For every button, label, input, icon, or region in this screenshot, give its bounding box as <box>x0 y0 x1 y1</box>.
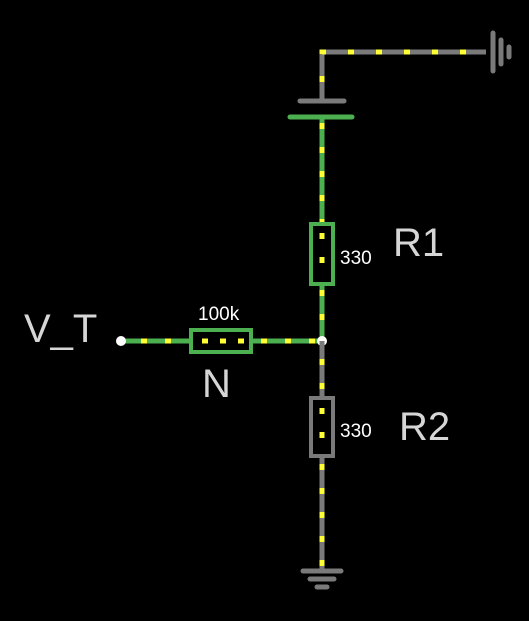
r2-name-label: R2 <box>399 405 450 449</box>
resistor-r2[interactable] <box>309 396 335 458</box>
resistor-r1[interactable] <box>309 222 335 286</box>
resistor-n[interactable] <box>189 328 253 354</box>
input-label: V_T <box>24 307 97 351</box>
input-terminal[interactable] <box>116 336 126 346</box>
ground-icon-top-right <box>490 30 512 74</box>
n-name-label: N <box>202 362 231 406</box>
wire-top <box>319 49 486 100</box>
battery-icon <box>287 98 355 120</box>
r1-name-label: R1 <box>393 221 444 265</box>
n-value-label: 100k <box>198 304 240 325</box>
r1-value-label: 330 <box>340 248 372 269</box>
ground-icon-bottom <box>300 568 344 590</box>
r2-value-label: 330 <box>340 421 372 442</box>
